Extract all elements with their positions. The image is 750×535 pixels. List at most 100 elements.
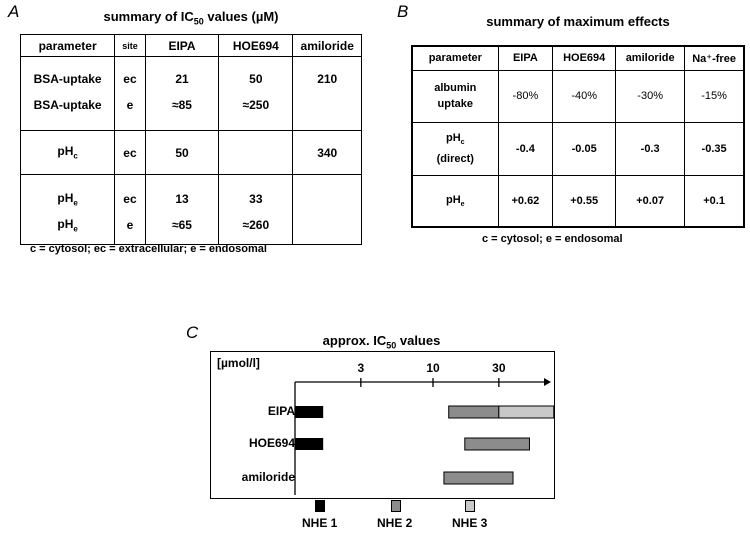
- panel-c-letter: C: [186, 323, 199, 342]
- value-cell: -40%: [552, 69, 617, 123]
- header-cell: HOE694: [218, 34, 294, 57]
- header-cell: parameter: [19, 34, 116, 57]
- legend-swatch-nhe3: [465, 500, 475, 512]
- value-cell: ≈85: [144, 92, 220, 131]
- table-header-row: parameter site EIPA HOE694 amiloride: [19, 34, 362, 57]
- x-tick-label: 3: [357, 361, 364, 375]
- table-row: pHc ec 50 340: [19, 130, 362, 175]
- table-row: BSA-uptake ec 21 50 210: [19, 56, 362, 93]
- legend-label-nhe1: NHE 1: [302, 516, 338, 530]
- param-cell: pHc: [19, 130, 116, 175]
- table-row: albumin uptake -80% -40% -30% -15%: [411, 69, 745, 123]
- param-text: uptake: [437, 98, 474, 110]
- site-cell: ec: [114, 56, 146, 93]
- header-cell: parameter: [411, 45, 499, 71]
- header-cell: HOE694: [552, 45, 617, 71]
- value-cell: +0.1: [684, 174, 745, 228]
- x-tick-label: 10: [426, 361, 440, 375]
- panel-c-title-subscript: 50: [386, 340, 397, 351]
- range-bar: [443, 471, 514, 485]
- value-cell: 13: [144, 174, 220, 213]
- site-cell: e: [114, 92, 146, 131]
- value-cell: [292, 212, 362, 245]
- table-row: pHe +0.62 +0.55 +0.07 +0.1: [411, 174, 745, 228]
- param-text: pH: [446, 193, 461, 206]
- range-bar: [498, 405, 554, 419]
- param-cell: BSA-uptake: [19, 92, 116, 131]
- value-cell: -30%: [615, 69, 686, 123]
- site-cell: e: [114, 212, 146, 245]
- site-cell: ec: [114, 130, 146, 175]
- panel-a-title-subscript: 50: [193, 16, 204, 27]
- param-text: pH: [446, 131, 461, 144]
- ic50-summary-table: parameter site EIPA HOE694 amiloride BSA…: [19, 34, 362, 245]
- table-row: pHe e ≈65 ≈260: [19, 212, 362, 245]
- range-bar: [295, 438, 324, 450]
- param-subscript: c: [460, 139, 465, 147]
- legend-swatch-nhe1: [315, 500, 325, 512]
- panel-a-title-text-end: values (µM): [203, 9, 279, 24]
- value-cell: -15%: [684, 69, 745, 123]
- param-subscript: e: [460, 200, 465, 208]
- param-cell: pHe: [19, 174, 116, 213]
- table-row: pHc (direct) -0.4 -0.05 -0.3 -0.35: [411, 121, 745, 176]
- param-text: pH: [57, 190, 74, 205]
- value-cell: [292, 174, 362, 213]
- value-cell: 21: [144, 56, 220, 93]
- ic50-range-chart: [µmol/l] 31030100300 EIPA HOE694 amilori…: [210, 351, 555, 499]
- row-label-eipa: EIPA: [267, 404, 295, 418]
- unit-label: [µmol/l]: [217, 356, 260, 370]
- legend-label-nhe2: NHE 2: [377, 516, 413, 530]
- panel-b-title: summary of maximum effects: [486, 14, 670, 29]
- value-cell: ≈260: [218, 212, 294, 245]
- header-cell: amiloride: [615, 45, 686, 71]
- range-bar: [295, 406, 324, 418]
- param-text: pH: [57, 217, 74, 232]
- value-cell: -80%: [497, 69, 554, 123]
- value-cell: [218, 130, 294, 175]
- panel-a-title: summary of IC50 values (µM): [20, 9, 362, 27]
- panel-c-title-text-end: values: [396, 333, 441, 348]
- header-cell: EIPA: [144, 34, 220, 57]
- value-cell: -0.4: [497, 121, 554, 176]
- range-bar: [448, 405, 500, 419]
- value-cell: 50: [218, 56, 294, 93]
- param-cell: pHc (direct): [411, 121, 499, 176]
- param-cell: pHe: [19, 212, 116, 245]
- value-cell: +0.55: [552, 174, 617, 228]
- value-cell: ≈65: [144, 212, 220, 245]
- value-cell: ≈250: [218, 92, 294, 131]
- panel-b-letter: B: [397, 2, 409, 21]
- legend-label-nhe3: NHE 3: [452, 516, 488, 530]
- chart-plot: 31030100300: [294, 361, 554, 495]
- max-effects-table: parameter EIPA HOE694 amiloride Na⁺-free…: [411, 45, 745, 228]
- table-row: BSA-uptake e ≈85 ≈250: [19, 92, 362, 131]
- table-row: pHe ec 13 33: [19, 174, 362, 213]
- legend-swatch-nhe2: [391, 500, 401, 512]
- range-bar: [464, 437, 530, 451]
- value-cell: 33: [218, 174, 294, 213]
- param-text: pH: [57, 144, 74, 159]
- param-text: (direct): [436, 153, 474, 166]
- param-text: albumin: [434, 82, 477, 94]
- value-cell: 210: [292, 56, 362, 93]
- value-cell: +0.07: [615, 174, 686, 228]
- header-cell: EIPA: [497, 45, 554, 71]
- value-cell: 340: [292, 130, 362, 175]
- table-header-row: parameter EIPA HOE694 amiloride Na⁺-free: [411, 45, 745, 71]
- row-label-amiloride: amiloride: [241, 470, 295, 484]
- panel-a-letter: A: [8, 2, 20, 21]
- header-cell: site: [114, 34, 146, 57]
- value-cell: 50: [144, 130, 220, 175]
- header-cell: amiloride: [292, 34, 362, 57]
- panel-c-title: approx. IC50 values: [210, 333, 553, 351]
- param-text: BSA-uptake: [33, 71, 102, 86]
- x-tick-label: 30: [492, 361, 506, 375]
- value-cell: +0.62: [497, 174, 554, 228]
- panel-b-footnote: c = cytosol; e = endosomal: [482, 233, 623, 245]
- site-cell: ec: [114, 174, 146, 213]
- param-cell: BSA-uptake: [19, 56, 116, 93]
- value-cell: -0.35: [684, 121, 745, 176]
- param-subscript: e: [73, 224, 78, 234]
- value-cell: -0.05: [552, 121, 617, 176]
